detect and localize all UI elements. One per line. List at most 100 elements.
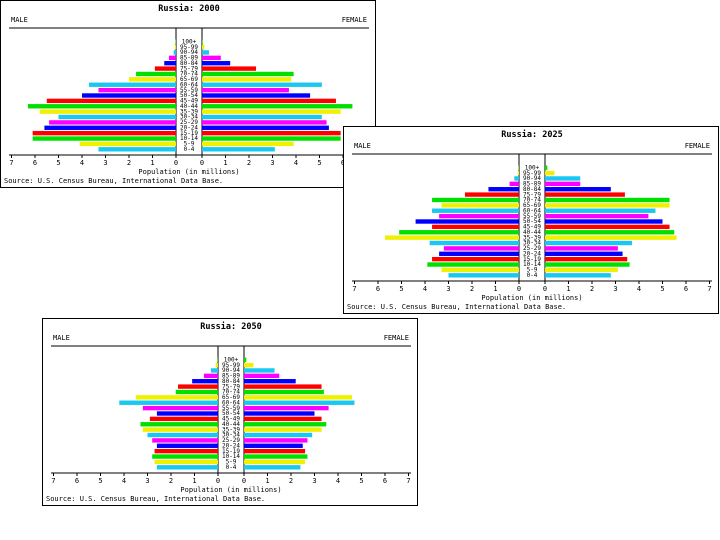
p2050-bar-male-30-34 (147, 432, 218, 438)
p2000-tick-label-5: 2 (127, 159, 131, 167)
p2050-tick-label-2: 5 (98, 477, 102, 485)
p2050-bar-male-15-19 (154, 448, 218, 454)
p2050-bar-female-100+ (244, 357, 247, 362)
p2050-age-label-25-29: 25-29 (222, 437, 240, 444)
p2025-bar-female-10-14 (545, 262, 630, 267)
p2000-age-label-80-84: 80-84 (180, 60, 198, 67)
p2050-bar-female-95-99 (244, 362, 254, 368)
p2000-title: Russia: 2000 (158, 3, 219, 14)
p2050-bar-male-35-39 (142, 427, 218, 432)
p2000-age-label-25-29: 25-29 (180, 119, 198, 126)
p2050-age-label-10-14: 10-14 (222, 453, 240, 460)
p2000-tick-label-4: 3 (103, 159, 107, 167)
p2050-bar-male-20-24 (156, 443, 218, 448)
p2000-age-label-5-9: 5-9 (184, 141, 195, 148)
p2000-bar-female-45-49 (202, 98, 336, 104)
p2000-bar-male-80-84 (164, 61, 176, 66)
p2000-tick-label-13: 5 (317, 159, 321, 167)
p2050-bar-male-45-49 (149, 416, 218, 422)
p2000-bar-female-30-34 (202, 114, 322, 120)
p2000-age-label-30-34: 30-34 (180, 114, 198, 121)
p2000-bar-male-5-9 (79, 141, 176, 147)
p2025-tick-label-4: 3 (446, 285, 450, 293)
p2050-bar-female-5-9 (244, 459, 306, 465)
p2050-tick-label-12: 4 (336, 477, 340, 485)
p2025-bar-male-0-4 (448, 273, 519, 278)
p2050-bar-male-80-84 (192, 379, 218, 384)
p2000-age-label-45-49: 45-49 (180, 98, 198, 105)
p2025-bar-female-100+ (545, 165, 548, 170)
p2000-age-label-10-14: 10-14 (180, 135, 198, 142)
p2050-bar-female-85-89 (244, 373, 280, 379)
p2025-female-label: FEMALE (685, 142, 710, 150)
p2050-age-label-5-9: 5-9 (226, 459, 237, 466)
p2025-age-label-90-94: 90-94 (523, 175, 541, 182)
p2050-bar-female-0-4 (244, 465, 301, 470)
p2050-bar-female-80-84 (244, 379, 296, 384)
p2025-x-axis-label: Population (in millions) (481, 294, 582, 302)
p2025-bar-female-45-49 (545, 224, 670, 230)
p2000-bar-female-20-24 (202, 125, 329, 130)
p2025-tick-label-10: 2 (590, 285, 594, 293)
p2000-tick-label-1: 6 (33, 159, 37, 167)
p2000-tick-label-8: 0 (200, 159, 204, 167)
p2000-bar-male-65-69 (129, 77, 176, 82)
p2025-bar-female-30-34 (545, 240, 632, 246)
p2025-age-label-30-34: 30-34 (523, 240, 541, 247)
p2000-bar-female-50-54 (202, 93, 311, 98)
p2000-bar-female-65-69 (202, 77, 292, 82)
p2050-bar-female-60-64 (244, 400, 355, 405)
p2000-tick-label-12: 4 (294, 159, 298, 167)
p2025-age-label-15-19: 15-19 (523, 256, 541, 263)
p2000-male-label: MALE (11, 16, 28, 24)
p2000-tick-label-2: 5 (56, 159, 60, 167)
p2025-tick-label-2: 5 (399, 285, 403, 293)
p2025-bar-male-95-99 (517, 170, 519, 176)
p2050-bar-male-90-94 (210, 368, 218, 373)
p2050-male-label: MALE (53, 334, 70, 342)
p2050-bar-female-90-94 (244, 368, 275, 373)
p2000-age-label-70-74: 70-74 (180, 71, 198, 78)
p2000-bar-female-90-94 (202, 50, 210, 55)
p2025-age-label-25-29: 25-29 (523, 245, 541, 252)
p2050-bar-female-55-59 (244, 405, 329, 411)
p2000-age-label-35-39: 35-39 (180, 108, 198, 115)
p2050-tick-label-9: 1 (265, 477, 269, 485)
p2025-male-label: MALE (354, 142, 371, 150)
p2050-bar-male-70-74 (175, 389, 218, 395)
p2050-bar-female-20-24 (244, 443, 303, 448)
p2050-bar-male-95-99 (215, 362, 218, 368)
p2025-bar-female-35-39 (545, 235, 677, 240)
p2025-bar-male-30-34 (429, 240, 519, 246)
p2025-tick-label-12: 4 (637, 285, 641, 293)
p2025-age-label-80-84: 80-84 (523, 186, 541, 193)
p2050-bar-male-5-9 (154, 459, 218, 465)
p2050-age-label-45-49: 45-49 (222, 416, 240, 423)
p2050-age-label-100+: 100+ (224, 356, 239, 363)
p2025-tick-label-6: 1 (493, 285, 497, 293)
p2050-bar-female-50-54 (244, 411, 315, 416)
p2050-tick-label-0: 7 (51, 477, 55, 485)
p2050-age-label-90-94: 90-94 (222, 367, 240, 374)
p2050-tick-label-6: 1 (192, 477, 196, 485)
p2050-x-axis-label: Population (in millions) (180, 486, 281, 494)
p2000-age-label-20-24: 20-24 (180, 124, 198, 131)
p2050-age-label-35-39: 35-39 (222, 426, 240, 433)
p2000-tick-label-7: 0 (174, 159, 178, 167)
p2025-bar-female-85-89 (545, 181, 581, 187)
p2025-bar-male-40-44 (399, 230, 519, 235)
p2050-bar-female-70-74 (244, 389, 324, 395)
p2000-bar-female-95-99 (202, 44, 205, 50)
p2025-bar-male-75-79 (464, 192, 519, 197)
p2025-age-label-50-54: 50-54 (523, 218, 541, 225)
p2050-age-label-0-4: 0-4 (226, 464, 237, 471)
p2000-bar-male-45-49 (46, 98, 176, 104)
p2000-age-label-65-69: 65-69 (180, 76, 198, 83)
p2000-tick-label-11: 3 (270, 159, 274, 167)
p2000-bar-female-0-4 (202, 147, 275, 152)
p2050-tick-label-11: 3 (312, 477, 316, 485)
p2000-bar-male-30-34 (58, 114, 176, 120)
p2050-bar-female-65-69 (244, 395, 353, 400)
p2025-bar-female-90-94 (545, 176, 581, 181)
